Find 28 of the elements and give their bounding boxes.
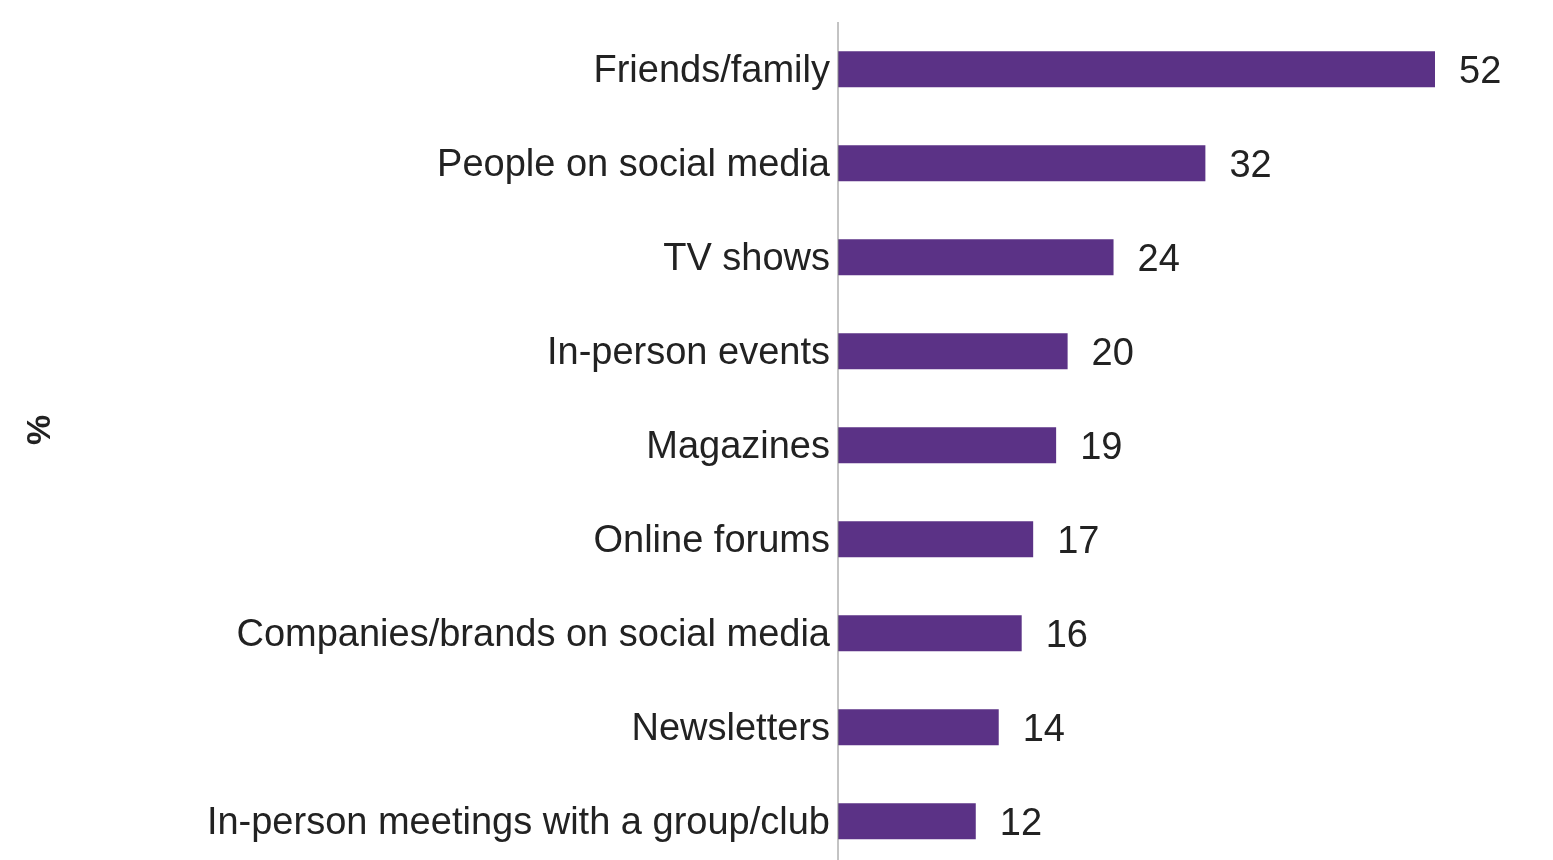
- data-label: 16: [1045, 612, 1088, 655]
- data-label: 19: [1080, 424, 1123, 467]
- y-tick-label: Online forums: [593, 518, 830, 561]
- y-tick-label: Newsletters: [631, 706, 830, 749]
- bar: [838, 333, 1068, 370]
- y-tick-label: Friends/family: [593, 48, 830, 91]
- y-axis-title: %: [19, 414, 58, 445]
- bar: [838, 427, 1057, 464]
- data-label: 12: [999, 800, 1043, 843]
- y-tick-label: In-person events: [546, 330, 830, 373]
- bar: [838, 51, 1435, 88]
- y-tick-label: In-person meetings with a group/club: [206, 800, 830, 843]
- y-tick-label: People on social media: [437, 142, 831, 185]
- data-label: 17: [1057, 518, 1100, 561]
- bar: [838, 803, 976, 840]
- data-label: 32: [1229, 142, 1272, 185]
- data-label: 24: [1137, 236, 1180, 279]
- data-label: 52: [1459, 48, 1502, 91]
- y-tick-label: TV shows: [663, 236, 830, 279]
- bar: [838, 615, 1022, 652]
- bar: [838, 709, 999, 746]
- bar: [838, 521, 1034, 558]
- bar: [838, 145, 1206, 182]
- bar: [838, 239, 1114, 276]
- data-label: 14: [1022, 706, 1066, 749]
- y-tick-label: Companies/brands on social media: [236, 612, 831, 655]
- y-tick-label: Magazines: [646, 424, 830, 467]
- data-label: 20: [1091, 330, 1134, 373]
